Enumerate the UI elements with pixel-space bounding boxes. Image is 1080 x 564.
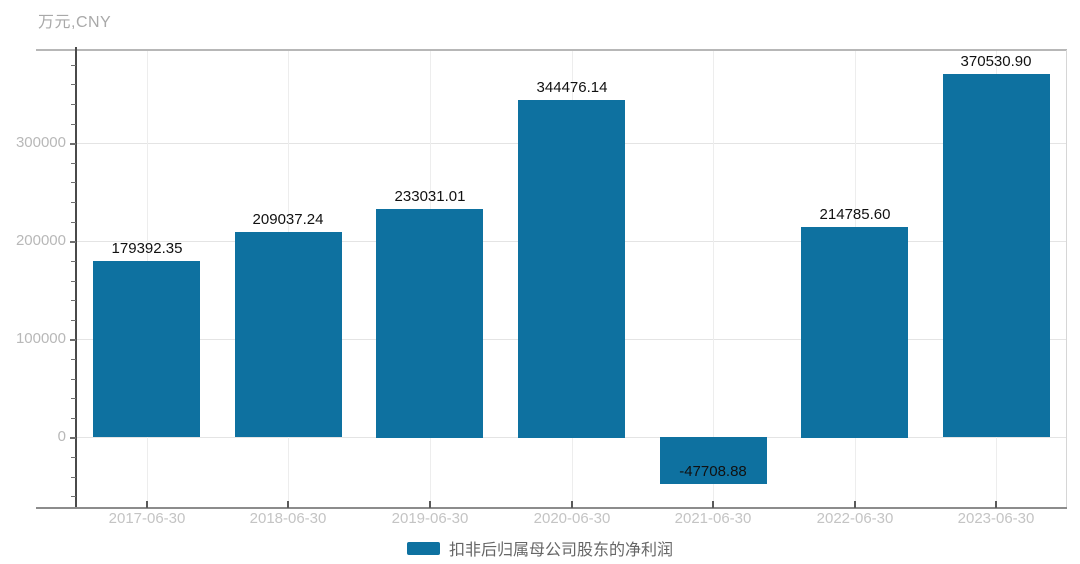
y-minor-tick bbox=[71, 359, 76, 360]
bar-value-label: 179392.35 bbox=[111, 240, 183, 257]
legend-label: 扣非后归属母公司股东的净利润 bbox=[448, 542, 673, 559]
y-minor-tick bbox=[71, 84, 76, 85]
y-minor-tick bbox=[71, 202, 76, 203]
y-axis-tick-label: 0 bbox=[57, 428, 66, 445]
bar-value-label: 209037.24 bbox=[252, 211, 324, 228]
x-axis-tick-label: 2022-06-30 bbox=[816, 510, 894, 527]
x-axis-tick-label: 2017-06-30 bbox=[108, 510, 186, 527]
y-axis-tick-label: 100000 bbox=[15, 330, 66, 347]
bar-value-label: 370530.90 bbox=[960, 53, 1032, 70]
x-axis-tick bbox=[287, 501, 289, 508]
y-minor-tick bbox=[71, 104, 76, 105]
y-minor-tick bbox=[71, 320, 76, 321]
x-axis-tick-label: 2019-06-30 bbox=[391, 510, 469, 527]
y-minor-tick bbox=[71, 182, 76, 183]
y-axis-unit-label: 万元,CNY bbox=[38, 14, 112, 31]
x-axis-line bbox=[36, 507, 1067, 509]
x-axis-tick bbox=[854, 501, 856, 508]
y-minor-tick bbox=[71, 222, 76, 223]
x-gridline bbox=[713, 50, 714, 508]
plot-top-border bbox=[36, 49, 1067, 51]
y-minor-tick bbox=[71, 124, 76, 125]
bar-2019-06-30[interactable] bbox=[376, 209, 483, 438]
x-axis-tick-label: 2021-06-30 bbox=[674, 510, 752, 527]
y-major-tick bbox=[70, 437, 76, 439]
y-minor-tick bbox=[71, 281, 76, 282]
x-axis-tick-label: 2020-06-30 bbox=[533, 510, 611, 527]
y-major-tick bbox=[70, 339, 76, 341]
y-minor-tick bbox=[71, 496, 76, 497]
bar-2021-06-30[interactable] bbox=[660, 437, 767, 484]
y-major-tick bbox=[70, 143, 76, 145]
bar-2022-06-30[interactable] bbox=[801, 227, 908, 438]
y-axis-tick-label: 200000 bbox=[15, 232, 66, 249]
bar-2023-06-30[interactable] bbox=[943, 74, 1050, 437]
y-axis-line bbox=[75, 47, 77, 508]
x-axis-tick-label: 2023-06-30 bbox=[957, 510, 1035, 527]
y-minor-tick bbox=[71, 163, 76, 164]
x-axis-tick bbox=[995, 501, 997, 508]
bar-value-label: 344476.14 bbox=[536, 79, 608, 96]
bar-value-label: -47708.88 bbox=[679, 463, 747, 480]
legend: 扣非后归属母公司股东的净利润 bbox=[0, 536, 1080, 560]
y-minor-tick bbox=[71, 418, 76, 419]
y-minor-tick bbox=[71, 300, 76, 301]
x-axis-tick bbox=[429, 501, 431, 508]
plot-right-border bbox=[1066, 50, 1067, 508]
bar-value-label: 214785.60 bbox=[819, 206, 891, 223]
x-axis-tick bbox=[712, 501, 714, 508]
y-minor-tick bbox=[71, 379, 76, 380]
y-minor-tick bbox=[71, 65, 76, 66]
bar-value-label: 233031.01 bbox=[394, 188, 466, 205]
x-axis-tick bbox=[146, 501, 148, 508]
x-axis-tick-label: 2018-06-30 bbox=[249, 510, 327, 527]
legend-swatch bbox=[406, 541, 440, 555]
y-minor-tick bbox=[71, 261, 76, 262]
y-minor-tick bbox=[71, 457, 76, 458]
y-axis-tick-label: 300000 bbox=[15, 134, 66, 151]
y-minor-tick bbox=[71, 477, 76, 478]
x-axis-tick bbox=[571, 501, 573, 508]
legend-item[interactable]: 扣非后归属母公司股东的净利润 bbox=[406, 536, 673, 560]
y-major-tick bbox=[70, 241, 76, 243]
bar-2018-06-30[interactable] bbox=[235, 232, 342, 437]
y-minor-tick bbox=[71, 398, 76, 399]
bar-2017-06-30[interactable] bbox=[93, 261, 200, 437]
bar-2020-06-30[interactable] bbox=[518, 100, 625, 438]
